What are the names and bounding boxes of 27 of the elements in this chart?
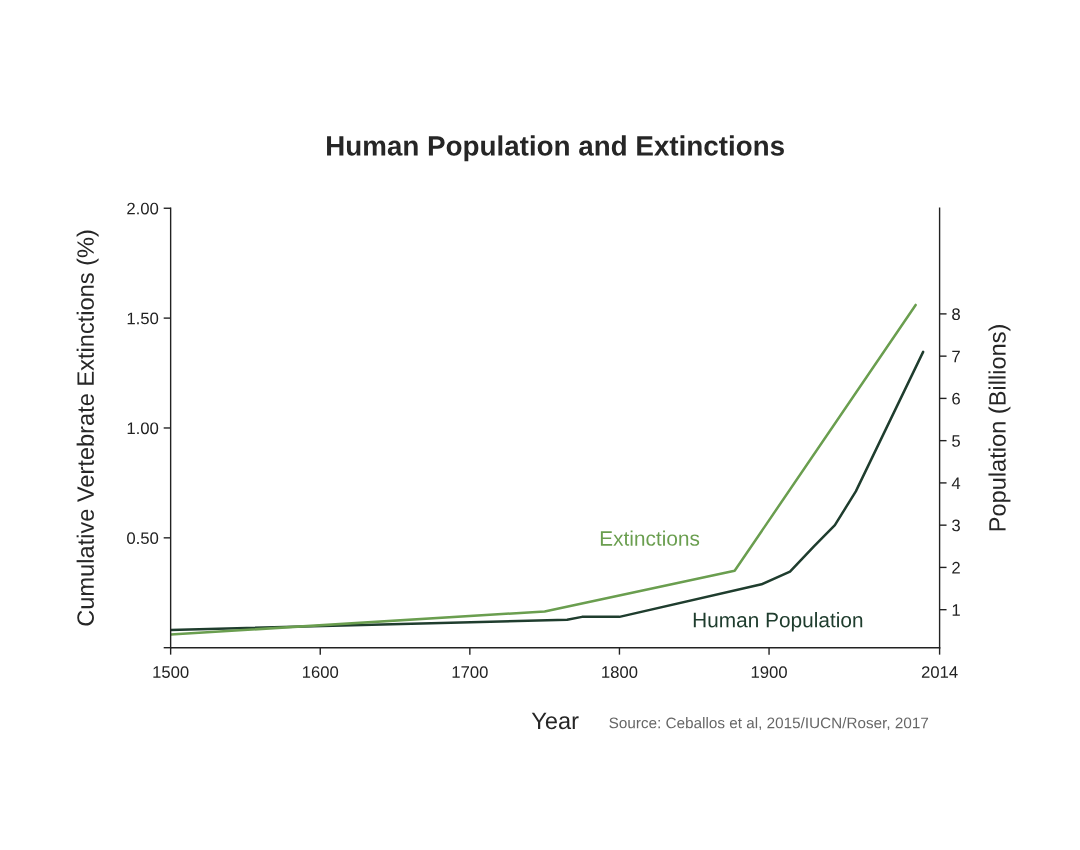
y2-tick-label: 3 bbox=[952, 519, 960, 532]
y-tick-label: 1.50 bbox=[127, 312, 159, 325]
x-axis-title: Year bbox=[531, 712, 579, 730]
y2-tick-label: 5 bbox=[952, 435, 960, 447]
line-series bbox=[170, 303, 917, 636]
x-tick-label: 2014 bbox=[921, 666, 958, 678]
y2-axis-title: Population (Billions) bbox=[988, 325, 1011, 531]
y-tick-label: 0.50 bbox=[127, 532, 159, 545]
chart-title: Human Population and Extinctions bbox=[327, 135, 784, 162]
x-tick-label: 1500 bbox=[153, 666, 189, 678]
x-tick-label: 1900 bbox=[751, 666, 787, 678]
x-tick-label: 1600 bbox=[302, 666, 339, 678]
series-label: Extinctions bbox=[600, 530, 700, 546]
x-tick-label: 1700 bbox=[452, 666, 488, 678]
y-tick-label: 2.00 bbox=[127, 202, 159, 215]
y2-tick-label: 8 bbox=[952, 308, 960, 321]
y-tick-label: 1.00 bbox=[127, 422, 159, 435]
y2-tick-label: 7 bbox=[952, 350, 960, 363]
y2-tick-label: 1 bbox=[952, 604, 960, 616]
series-label: Human Population bbox=[693, 612, 863, 632]
y2-tick-label: 6 bbox=[952, 392, 960, 405]
x-tick-label: 1800 bbox=[602, 666, 638, 678]
line-series bbox=[170, 350, 925, 632]
y2-tick-label: 4 bbox=[951, 477, 961, 489]
source-note: Source: Ceballos et al, 2015/IUCN/Roser, 2017 bbox=[609, 717, 929, 731]
y-axis-title: Cumulative Vertebrate Extinctions (%) bbox=[76, 230, 99, 626]
y2-tick-label: 2 bbox=[952, 561, 960, 574]
